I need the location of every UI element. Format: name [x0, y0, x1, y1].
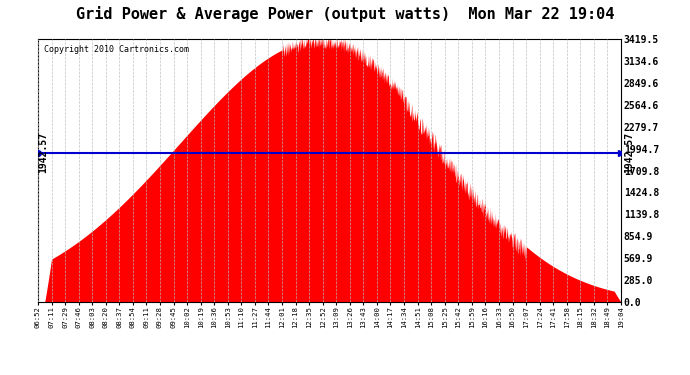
Text: Copyright 2010 Cartronics.com: Copyright 2010 Cartronics.com	[43, 45, 189, 54]
Text: Grid Power & Average Power (output watts)  Mon Mar 22 19:04: Grid Power & Average Power (output watts…	[76, 6, 614, 22]
Text: 1942.57: 1942.57	[624, 132, 634, 173]
Text: 1942.57: 1942.57	[39, 132, 48, 173]
